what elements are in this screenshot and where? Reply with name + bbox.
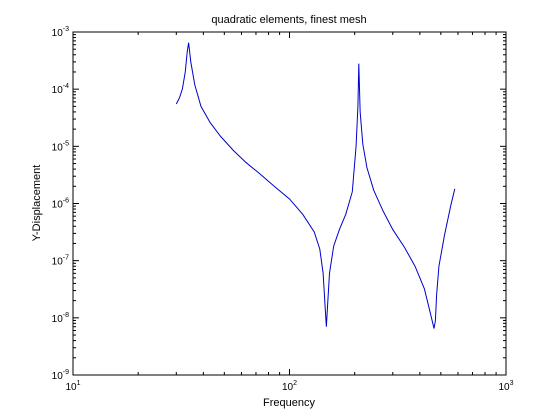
- chart-title: quadratic elements, finest mesh: [211, 14, 366, 26]
- x-tick-label: 101: [65, 380, 80, 393]
- x-tick-base: 10: [498, 382, 510, 393]
- y-tick-exponent: -7: [63, 255, 69, 262]
- y-tick-label: 10-6: [52, 198, 69, 211]
- series-line: [175, 42, 456, 329]
- y-tick-exponent: -4: [63, 83, 69, 90]
- y-tick-base: 10: [52, 314, 64, 325]
- x-axis-label: Frequency: [263, 397, 315, 409]
- y-axis-label: Y-Displacement: [31, 165, 43, 242]
- y-tick-label: 10-4: [52, 83, 69, 96]
- x-tick-exponent: 3: [510, 380, 514, 387]
- y-tick-labels: 10-910-810-710-610-510-410-3: [52, 26, 69, 382]
- x-tick-base: 10: [65, 382, 77, 393]
- plot-area: [72, 31, 507, 376]
- y-tick-exponent: -5: [63, 140, 69, 147]
- x-tick-base: 10: [282, 382, 294, 393]
- x-tick-labels: 101 102 103: [65, 380, 513, 393]
- y-tick-exponent: -8: [63, 312, 69, 319]
- y-tick-label: 10-9: [52, 369, 69, 382]
- y-tick-exponent: -3: [63, 26, 69, 33]
- y-tick-label: 10-5: [52, 140, 69, 153]
- x-tick-exponent: 1: [77, 380, 81, 387]
- y-tick-label: 10-8: [52, 312, 69, 325]
- y-tick-base: 10: [52, 142, 64, 153]
- y-tick-base: 10: [52, 85, 64, 96]
- x-tick-label: 102: [282, 380, 297, 393]
- y-tick-label: 10-7: [52, 255, 69, 268]
- y-tick-base: 10: [52, 257, 64, 268]
- x-tick-exponent: 2: [293, 380, 297, 387]
- y-tick-exponent: -6: [63, 198, 69, 205]
- y-tick-label: 10-3: [52, 26, 69, 39]
- y-tick-base: 10: [52, 371, 64, 382]
- y-tick-base: 10: [52, 28, 64, 39]
- axis-ticks: [72, 31, 507, 376]
- x-tick-label: 103: [498, 380, 513, 393]
- y-tick-base: 10: [52, 200, 64, 211]
- y-tick-exponent: -9: [63, 369, 69, 376]
